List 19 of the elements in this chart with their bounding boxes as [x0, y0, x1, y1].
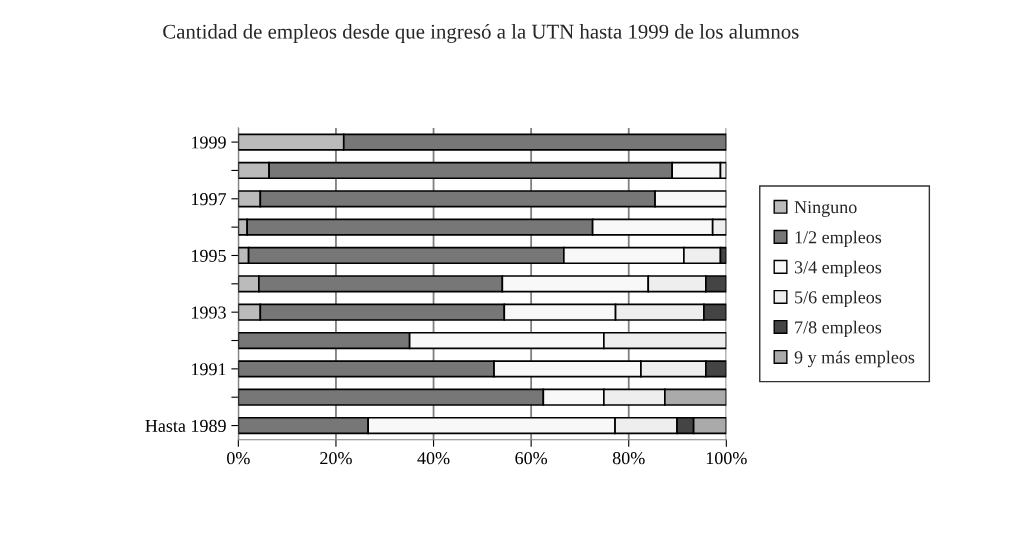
- x-tick-label: 80%: [612, 452, 645, 465]
- x-tick-label: 20%: [320, 452, 352, 465]
- legend-label: 5/6 empleos: [795, 290, 882, 308]
- legend-label: Ninguno: [794, 201, 857, 217]
- y-tick-label: 1993: [192, 306, 226, 319]
- x-tick-label: 100%: [706, 452, 747, 465]
- legend-label: 3/4 empleos: [794, 260, 882, 278]
- x-tick-label: 0%: [227, 452, 250, 465]
- y-tick-label: 1999: [192, 136, 226, 149]
- legend-label: 1/2 empleos: [795, 230, 882, 248]
- legend-label: 7/8 empleos: [795, 320, 882, 338]
- x-tick-label: 60%: [515, 452, 548, 465]
- x-tick-label: 40%: [417, 452, 450, 465]
- y-tick-label: 1997: [192, 193, 227, 206]
- y-tick-label: 1995: [192, 249, 226, 262]
- chart-title: Cantidad de empleos desde que ingresó a la UTN hasta 1999 de los alumnos: [163, 23, 799, 43]
- y-tick-label: Hasta 1989: [145, 419, 226, 432]
- legend-label: 9 y más empleos: [794, 350, 915, 368]
- y-tick-label: 1991: [192, 363, 226, 376]
